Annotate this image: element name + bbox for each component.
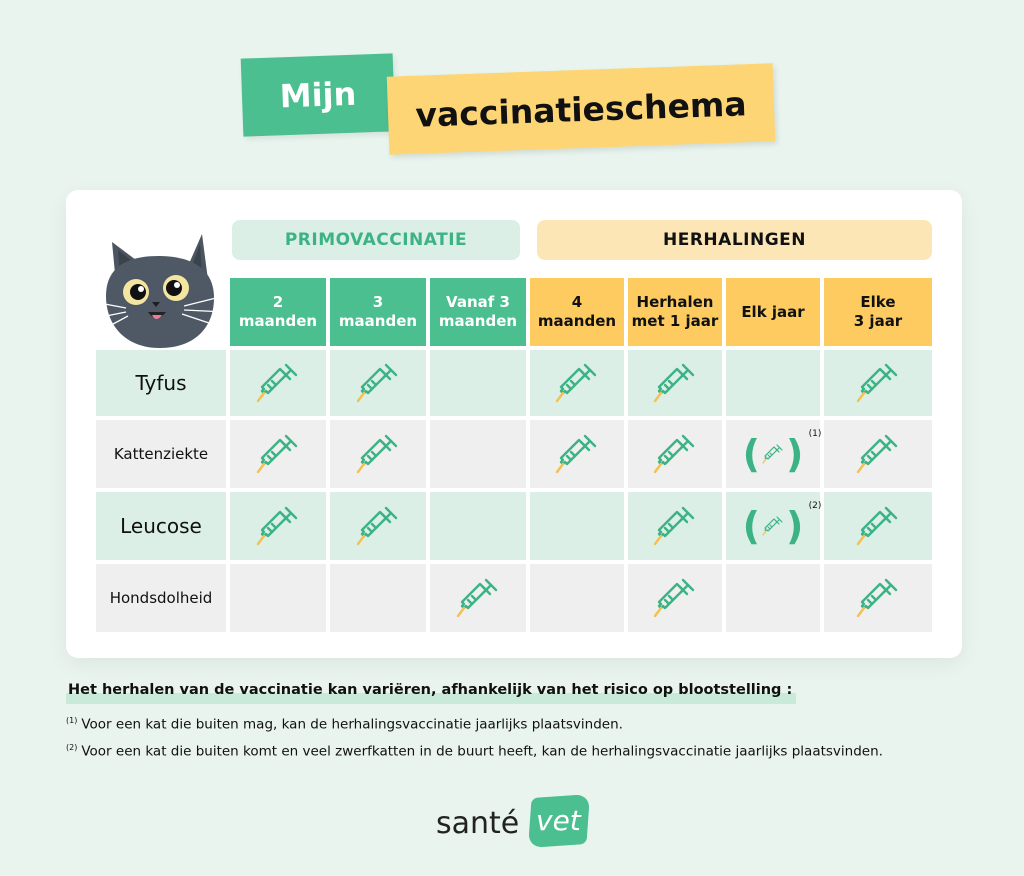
table-cell bbox=[530, 350, 624, 416]
table-cell bbox=[330, 492, 426, 560]
table-cell bbox=[628, 420, 722, 488]
title-mijn: Mijn bbox=[240, 53, 396, 137]
table-cell bbox=[230, 492, 326, 560]
table-cell bbox=[824, 492, 932, 560]
table-cell bbox=[726, 564, 820, 632]
table-cell bbox=[824, 420, 932, 488]
column-header: Vanaf 3 maanden bbox=[430, 278, 526, 346]
table-cell bbox=[330, 350, 426, 416]
syringe-icon bbox=[256, 363, 298, 403]
column-header: 2 maanden bbox=[230, 278, 326, 346]
table-cell bbox=[726, 350, 820, 416]
table-cell bbox=[628, 350, 722, 416]
table-cell bbox=[430, 564, 526, 632]
table-cell bbox=[628, 492, 722, 560]
table-cell bbox=[230, 564, 326, 632]
syringe-icon bbox=[356, 363, 398, 403]
title-word2: vaccinatieschema bbox=[414, 83, 748, 135]
syringe-icon bbox=[762, 516, 783, 536]
close-paren-icon: ) bbox=[786, 504, 804, 548]
table-cell bbox=[824, 350, 932, 416]
note-2: (2) Voor een kat die buiten komt en veel … bbox=[66, 743, 883, 760]
group-primovaccinatie: PRIMOVACCINATIE bbox=[232, 220, 520, 260]
table-cell bbox=[530, 564, 624, 632]
table-cell bbox=[230, 350, 326, 416]
note-1-mark: (1) bbox=[66, 716, 78, 725]
syringe-icon bbox=[555, 434, 597, 474]
row-label: Tyfus bbox=[96, 350, 226, 416]
syringe-icon bbox=[856, 434, 898, 474]
table-cell: ( ) (2) bbox=[726, 492, 822, 560]
syringe-icon bbox=[256, 434, 298, 474]
syringe-icon bbox=[456, 578, 498, 618]
table-cell bbox=[530, 492, 624, 560]
close-paren-icon: ) bbox=[786, 432, 804, 476]
column-header: 3 maanden bbox=[330, 278, 426, 346]
group-herhalingen: HERHALINGEN bbox=[537, 220, 932, 260]
table-cell bbox=[430, 350, 526, 416]
syringe-icon bbox=[653, 363, 695, 403]
syringe-icon bbox=[256, 506, 298, 546]
row-label: Kattenziekte bbox=[96, 420, 226, 488]
notes-heading: Het herhalen van de vaccinatie kan varië… bbox=[66, 682, 797, 704]
table-cell bbox=[330, 564, 426, 632]
table-cell bbox=[430, 420, 526, 488]
logo-sante: santé bbox=[436, 806, 520, 841]
note-1: (1) Voor een kat die buiten mag, kan de h… bbox=[66, 716, 623, 733]
table-cell bbox=[430, 492, 526, 560]
santevet-logo: santé vet bbox=[436, 792, 596, 852]
row-label: Leucose bbox=[96, 492, 226, 560]
syringe-icon bbox=[653, 578, 695, 618]
column-header: Elk jaar bbox=[726, 278, 820, 346]
cat-icon bbox=[93, 234, 227, 348]
syringe-icon bbox=[856, 578, 898, 618]
syringe-icon bbox=[762, 444, 783, 464]
syringe-icon bbox=[555, 363, 597, 403]
note-2-text: Voor een kat die buiten komt en veel zwe… bbox=[81, 743, 883, 760]
table-cell bbox=[824, 564, 932, 632]
note-1-text: Voor een kat die buiten mag, kan de herh… bbox=[81, 716, 623, 733]
syringe-icon bbox=[356, 434, 398, 474]
column-header: 4 maanden bbox=[530, 278, 624, 346]
table-cell bbox=[230, 420, 326, 488]
syringe-icon bbox=[856, 506, 898, 546]
title-vaccinatieschema: vaccinatieschema bbox=[386, 63, 776, 155]
open-paren-icon: ( bbox=[742, 504, 760, 548]
syringe-icon bbox=[653, 434, 695, 474]
column-header: Herhalen met 1 jaar bbox=[628, 278, 722, 346]
row-label: Hondsdolheid bbox=[96, 564, 226, 632]
note-2-mark: (2) bbox=[66, 743, 78, 752]
footnote-marker: (1) bbox=[808, 429, 822, 439]
footnote-marker: (2) bbox=[808, 501, 822, 511]
optional-vaccination: ( ) (2) bbox=[742, 501, 822, 548]
syringe-icon bbox=[856, 363, 898, 403]
table-cell bbox=[330, 420, 426, 488]
column-header: Elke 3 jaar bbox=[824, 278, 932, 346]
optional-vaccination: ( ) (1) bbox=[742, 429, 822, 476]
open-paren-icon: ( bbox=[742, 432, 760, 476]
logo-vet: vet bbox=[536, 804, 581, 837]
syringe-icon bbox=[356, 506, 398, 546]
table-cell bbox=[628, 564, 722, 632]
title-word1: Mijn bbox=[279, 74, 357, 116]
table-cell: ( ) (1) bbox=[726, 420, 822, 488]
syringe-icon bbox=[653, 506, 695, 546]
table-cell bbox=[530, 420, 624, 488]
